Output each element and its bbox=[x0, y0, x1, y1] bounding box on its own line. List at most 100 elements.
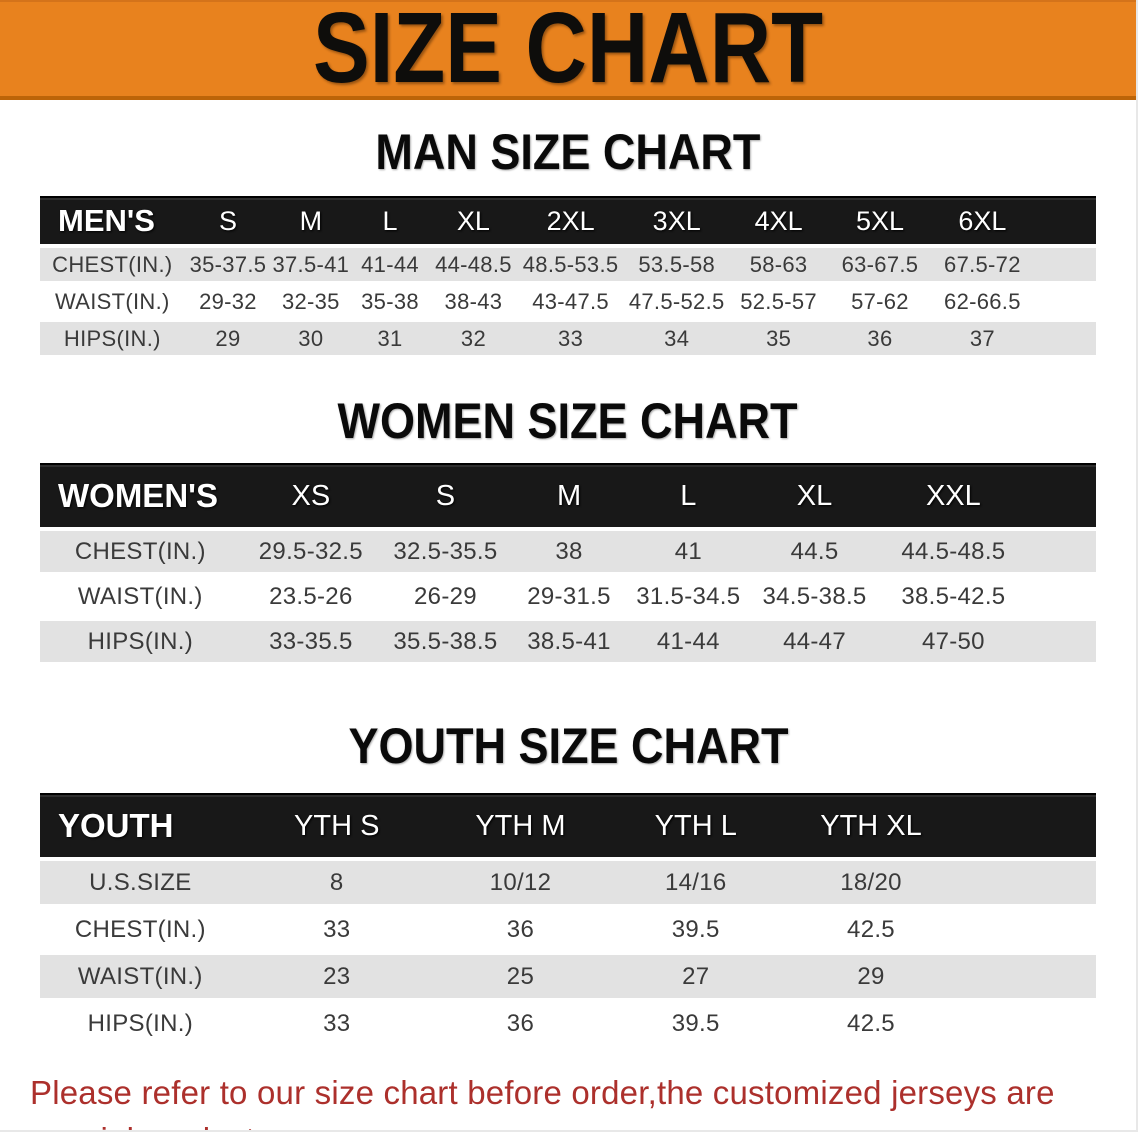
size-cell: 33 bbox=[240, 1002, 433, 1049]
size-cell: 44.5 bbox=[748, 531, 881, 576]
size-cell: 41-44 bbox=[628, 621, 749, 666]
row-label: CHEST(IN.) bbox=[40, 531, 241, 576]
page-title: SIZE CHART bbox=[313, 0, 823, 100]
size-cell: 34.5-38.5 bbox=[748, 576, 881, 621]
men-header-row: MEN'S S M L XL 2XL 3XL 4XL 5XL 6XL bbox=[40, 196, 1096, 248]
size-cell: 38-43 bbox=[429, 285, 518, 322]
column-header: 3XL bbox=[623, 196, 730, 248]
size-cell: 44-48.5 bbox=[429, 248, 518, 285]
table-row: CHEST(IN.) 33 36 39.5 42.5 bbox=[40, 908, 1096, 955]
size-cell: 57-62 bbox=[827, 285, 933, 322]
youth-section-heading: YOUTH SIZE CHART bbox=[0, 720, 1136, 772]
size-cell: 31.5-34.5 bbox=[628, 576, 749, 621]
row-label: CHEST(IN.) bbox=[40, 248, 185, 285]
column-header: YTH XL bbox=[783, 793, 959, 861]
row-label: CHEST(IN.) bbox=[40, 908, 241, 955]
table-row: U.S.SIZE 8 10/12 14/16 18/20 bbox=[40, 861, 1096, 908]
column-header: 4XL bbox=[729, 196, 828, 248]
size-cell: 53.5-58 bbox=[623, 248, 730, 285]
size-cell: 67.5-72 bbox=[932, 248, 1033, 285]
table-row: WAIST(IN.) 29-32 32-35 35-38 38-43 43-47… bbox=[40, 285, 1096, 322]
cell-filler bbox=[958, 908, 1096, 955]
size-cell: 35.5-38.5 bbox=[381, 621, 510, 666]
table-row: HIPS(IN.) 29 30 31 32 33 34 35 36 37 bbox=[40, 322, 1096, 359]
header-filler bbox=[1032, 196, 1096, 248]
size-cell: 42.5 bbox=[783, 1002, 959, 1049]
size-cell: 48.5-53.5 bbox=[517, 248, 624, 285]
size-cell: 29-32 bbox=[184, 285, 272, 322]
size-cell: 32 bbox=[429, 322, 518, 359]
size-cell: 25 bbox=[432, 955, 609, 1002]
women-header-row: WOMEN'S XS S M L XL XXL bbox=[40, 463, 1096, 531]
cell-filler bbox=[958, 955, 1096, 1002]
size-cell: 34 bbox=[623, 322, 730, 359]
size-cell: 27 bbox=[608, 955, 784, 1002]
youth-header-row: YOUTH YTH S YTH M YTH L YTH XL bbox=[40, 793, 1096, 861]
row-label: HIPS(IN.) bbox=[40, 621, 241, 666]
youth-section-heading-text: YOUTH SIZE CHART bbox=[347, 718, 789, 774]
size-cell: 38.5-41 bbox=[509, 621, 629, 666]
size-cell: 33-35.5 bbox=[240, 621, 382, 666]
cell-filler bbox=[1032, 322, 1096, 359]
size-cell: 41 bbox=[628, 531, 749, 576]
table-row: WAIST(IN.) 23 25 27 29 bbox=[40, 955, 1096, 1002]
table-row: HIPS(IN.) 33 36 39.5 42.5 bbox=[40, 1002, 1096, 1049]
cell-filler bbox=[1026, 576, 1096, 621]
size-cell: 39.5 bbox=[608, 1002, 784, 1049]
youth-size-table: YOUTH YTH S YTH M YTH L YTH XL U.S.SIZE … bbox=[40, 793, 1096, 1049]
size-cell: 18/20 bbox=[783, 861, 959, 908]
row-label: WAIST(IN.) bbox=[40, 955, 241, 1002]
banner: SIZE CHART bbox=[0, 0, 1136, 100]
size-cell: 29.5-32.5 bbox=[240, 531, 382, 576]
size-cell: 30 bbox=[271, 322, 351, 359]
size-cell: 31 bbox=[350, 322, 430, 359]
column-header: XL bbox=[429, 196, 518, 248]
table-row: HIPS(IN.) 33-35.5 35.5-38.5 38.5-41 41-4… bbox=[40, 621, 1096, 666]
size-cell: 32-35 bbox=[271, 285, 351, 322]
cell-filler bbox=[1026, 621, 1096, 666]
size-cell: 10/12 bbox=[432, 861, 609, 908]
size-cell: 37.5-41 bbox=[271, 248, 351, 285]
size-cell: 26-29 bbox=[381, 576, 510, 621]
row-label: WAIST(IN.) bbox=[40, 576, 241, 621]
column-header: 2XL bbox=[517, 196, 624, 248]
size-cell: 39.5 bbox=[608, 908, 784, 955]
cell-filler bbox=[958, 861, 1096, 908]
size-cell: 36 bbox=[827, 322, 933, 359]
cell-filler bbox=[1032, 248, 1096, 285]
size-cell: 58-63 bbox=[729, 248, 828, 285]
column-header: M bbox=[509, 463, 629, 531]
table-row: CHEST(IN.) 35-37.5 37.5-41 41-44 44-48.5… bbox=[40, 248, 1096, 285]
size-cell: 35 bbox=[729, 322, 828, 359]
size-cell: 23 bbox=[240, 955, 433, 1002]
women-table-title: WOMEN'S bbox=[40, 463, 241, 531]
column-header: XS bbox=[240, 463, 382, 531]
size-cell: 43-47.5 bbox=[517, 285, 624, 322]
size-cell: 33 bbox=[517, 322, 624, 359]
disclaimer-line-1: Please refer to our size chart before or… bbox=[30, 1074, 1055, 1130]
row-label: HIPS(IN.) bbox=[40, 322, 185, 359]
table-row: CHEST(IN.) 29.5-32.5 32.5-35.5 38 41 44.… bbox=[40, 531, 1096, 576]
size-cell: 42.5 bbox=[783, 908, 959, 955]
row-label: HIPS(IN.) bbox=[40, 1002, 241, 1049]
man-section-heading: MAN SIZE CHART bbox=[0, 126, 1136, 178]
size-cell: 44-47 bbox=[748, 621, 881, 666]
size-cell: 47-50 bbox=[880, 621, 1027, 666]
women-section-heading-text: WOMEN SIZE CHART bbox=[338, 393, 798, 449]
column-header: L bbox=[628, 463, 749, 531]
column-header: XL bbox=[748, 463, 881, 531]
size-cell: 8 bbox=[240, 861, 433, 908]
column-header: S bbox=[184, 196, 272, 248]
size-cell: 29 bbox=[783, 955, 959, 1002]
size-cell: 62-66.5 bbox=[932, 285, 1033, 322]
size-cell: 36 bbox=[432, 908, 609, 955]
row-label: U.S.SIZE bbox=[40, 861, 241, 908]
size-cell: 63-67.5 bbox=[827, 248, 933, 285]
column-header: YTH S bbox=[240, 793, 433, 861]
men-table-title: MEN'S bbox=[40, 196, 185, 248]
size-cell: 37 bbox=[932, 322, 1033, 359]
disclaimer: Please refer to our size chart before or… bbox=[30, 1069, 1116, 1130]
size-cell: 38 bbox=[509, 531, 629, 576]
size-cell: 35-38 bbox=[350, 285, 430, 322]
